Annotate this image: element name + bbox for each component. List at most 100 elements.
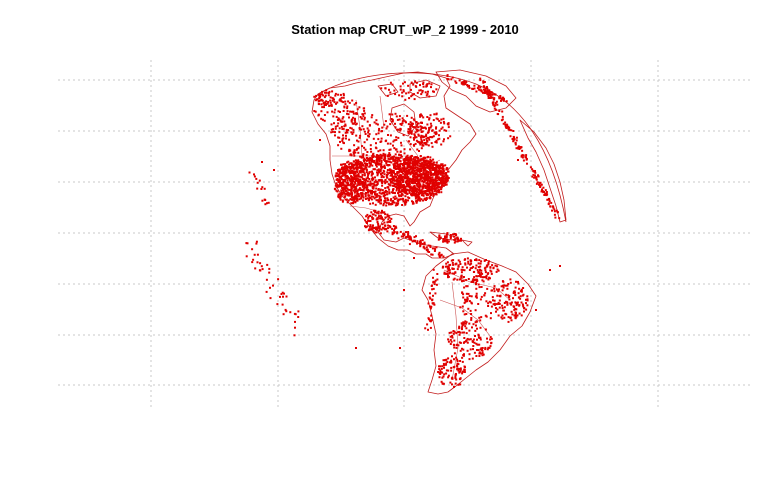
- station-marker: [420, 114, 423, 117]
- station-marker: [422, 83, 425, 85]
- station-marker: [343, 105, 346, 108]
- station-marker: [374, 179, 377, 182]
- station-marker: [370, 116, 373, 119]
- station-marker: [458, 260, 461, 263]
- station-marker: [443, 364, 445, 367]
- station-marker: [426, 323, 429, 326]
- station-marker: [375, 158, 378, 161]
- station-marker: [417, 198, 420, 201]
- station-marker: [387, 224, 390, 227]
- station-marker: [360, 193, 363, 195]
- station-marker: [414, 193, 417, 196]
- station-marker: [469, 267, 472, 270]
- station-marker: [445, 369, 448, 372]
- station-marker: [441, 163, 444, 166]
- station-marker: [396, 160, 399, 163]
- station-marker: [495, 303, 498, 306]
- station-marker: [420, 189, 423, 192]
- station-markers: [245, 74, 561, 388]
- station-marker: [409, 189, 411, 192]
- station-marker: [419, 115, 422, 118]
- station-marker: [479, 79, 482, 82]
- station-marker: [343, 168, 346, 171]
- station-marker: [474, 259, 476, 261]
- station-marker: [348, 101, 351, 104]
- station-marker: [410, 178, 413, 181]
- station-marker: [418, 150, 420, 152]
- station-marker: [384, 187, 387, 190]
- station-marker: [346, 110, 349, 113]
- station-marker: [424, 161, 427, 164]
- station-marker: [412, 136, 415, 139]
- station-marker: [340, 172, 343, 175]
- station-marker: [284, 308, 287, 311]
- station-marker: [466, 266, 468, 269]
- station-marker: [377, 168, 380, 171]
- station-marker: [494, 108, 497, 111]
- station-marker: [506, 284, 509, 287]
- station-marker: [490, 312, 492, 315]
- station-marker: [422, 126, 425, 129]
- station-marker: [480, 347, 483, 350]
- station-marker: [354, 179, 357, 182]
- station-marker: [357, 175, 360, 178]
- station-marker: [378, 225, 381, 228]
- station-marker: [472, 88, 474, 90]
- station-marker: [381, 172, 384, 174]
- station-marker: [400, 123, 403, 126]
- station-marker: [352, 152, 355, 155]
- station-marker: [459, 278, 462, 281]
- station-marker: [412, 193, 415, 196]
- station-marker: [453, 241, 456, 244]
- station-marker: [406, 163, 409, 166]
- station-marker: [534, 171, 537, 174]
- station-marker: [338, 136, 341, 139]
- station-marker: [380, 163, 383, 166]
- station-marker: [369, 225, 372, 228]
- station-marker: [413, 134, 416, 137]
- station-marker: [474, 267, 477, 270]
- station-marker: [425, 182, 428, 185]
- station-marker: [383, 173, 386, 176]
- station-marker: [371, 176, 374, 179]
- station-marker: [466, 300, 469, 303]
- station-marker: [321, 106, 324, 109]
- station-marker: [401, 164, 404, 167]
- station-marker: [386, 197, 389, 200]
- station-marker: [344, 192, 346, 195]
- station-marker: [490, 91, 493, 94]
- station-marker: [412, 178, 414, 180]
- station-marker: [417, 134, 420, 137]
- station-marker: [444, 164, 447, 167]
- station-marker: [502, 280, 505, 283]
- station-marker: [384, 87, 387, 90]
- station-marker: [348, 138, 351, 141]
- station-marker: [428, 296, 431, 299]
- station-marker: [428, 251, 431, 253]
- station-marker: [390, 170, 393, 173]
- station-marker: [434, 176, 437, 179]
- station-marker: [381, 209, 383, 212]
- station-marker: [433, 184, 436, 187]
- station-marker: [345, 169, 348, 172]
- station-marker: [542, 186, 545, 189]
- station-marker: [380, 192, 383, 195]
- station-marker: [371, 178, 374, 180]
- station-marker: [418, 184, 421, 187]
- station-marker: [423, 241, 426, 244]
- station-marker: [472, 281, 475, 283]
- station-marker: [536, 181, 539, 184]
- station-marker: [441, 174, 444, 177]
- station-marker: [431, 165, 434, 167]
- station-marker: [462, 279, 465, 282]
- station-marker: [424, 190, 427, 192]
- station-marker: [346, 183, 349, 185]
- station-marker: [384, 160, 387, 162]
- station-marker: [514, 301, 517, 304]
- station-marker: [441, 181, 444, 184]
- station-marker: [484, 346, 487, 349]
- station-marker: [356, 164, 358, 166]
- station-marker: [344, 103, 347, 106]
- station-marker: [450, 359, 453, 362]
- station-marker: [375, 211, 378, 214]
